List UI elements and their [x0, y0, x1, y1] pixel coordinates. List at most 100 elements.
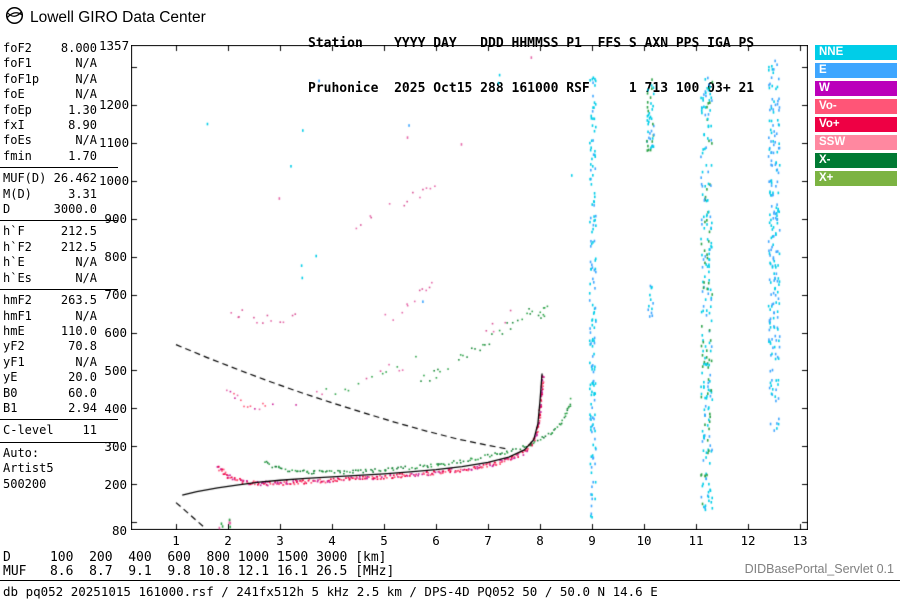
lowell-logo-icon	[5, 6, 24, 30]
param-value: 3000.0	[53, 202, 97, 217]
param-value: 20.0	[68, 370, 97, 385]
brand-link[interactable]: Lowell GIRO Data Center	[5, 6, 206, 30]
param-value: 2.94	[68, 400, 97, 415]
param-d: D 3000.0	[0, 202, 97, 217]
param-yf1: yF1 N/A	[0, 355, 97, 370]
servlet-version-label: DIDBasePortal_Servlet 0.1	[744, 562, 894, 576]
x-tick-8: 8	[536, 533, 544, 548]
param-label: fmin	[3, 148, 32, 163]
status-divider	[0, 580, 900, 581]
param-artist5: Artist5	[0, 461, 97, 476]
sidebar-divider	[0, 289, 118, 291]
x-tick-12: 12	[740, 533, 756, 548]
param-value: N/A	[75, 270, 97, 285]
param-value: 110.0	[60, 323, 97, 338]
sidebar-divider	[0, 441, 118, 443]
param-value: 8.000	[60, 41, 97, 55]
param-hes: h`Es N/A	[0, 271, 97, 286]
param-hmf1: hmF1 N/A	[0, 309, 97, 324]
param-foe: foE N/A	[0, 87, 97, 102]
param-value: 60.0	[68, 385, 97, 400]
param-value: 212.5	[60, 239, 97, 254]
param-foes: foEs N/A	[0, 133, 97, 148]
param-label: yF1	[3, 354, 25, 369]
param-value: 11	[82, 423, 97, 438]
param-fof2: foF2 8.000	[0, 41, 97, 56]
param-label: M(D)	[3, 186, 32, 201]
param-auto: Auto:	[0, 446, 97, 461]
y-tick-1000: 1000	[99, 173, 130, 189]
y-tick-1357: 1357	[99, 37, 130, 53]
param-label: yF2	[3, 339, 25, 354]
x-tick-6: 6	[432, 533, 440, 548]
param-hme: hmE 110.0	[0, 324, 97, 339]
param-value: 1.30	[68, 102, 97, 117]
param-label: foF1	[3, 56, 32, 71]
param-foep: foEp 1.30	[0, 103, 97, 118]
param-fmin: fmin 1.70	[0, 149, 97, 164]
param-value: N/A	[75, 56, 97, 71]
y-tick-800: 800	[104, 249, 127, 265]
y-tick-600: 600	[104, 325, 127, 340]
legend-item-x-minus: X-	[815, 153, 897, 168]
param-label: foF2	[3, 41, 32, 55]
param-value: N/A	[75, 87, 97, 102]
param-label: hmF1	[3, 308, 32, 323]
legend-item-vo-plus: Vo+	[815, 117, 897, 132]
param-label: 500200	[3, 476, 47, 491]
y-tick-300: 300	[104, 438, 127, 454]
legend-item-e: E	[815, 63, 897, 78]
y-tick-700: 700	[104, 287, 127, 303]
x-tick-1: 1	[172, 533, 180, 548]
param-hf: h`F 212.5	[0, 224, 97, 239]
param-label: yE	[3, 370, 18, 385]
sidebar-divider	[0, 167, 118, 169]
param-value: 1.70	[68, 148, 97, 163]
status-bar: db pq052 20251015 161000.rsf / 241fx512h…	[3, 584, 658, 599]
x-tick-3: 3	[276, 533, 284, 548]
x-tick-10: 10	[636, 533, 652, 548]
param-b1: B1 2.94	[0, 401, 97, 416]
param-500200: 500200	[0, 477, 97, 492]
param-label: Auto:	[3, 445, 40, 460]
sidebar-divider	[0, 419, 118, 421]
y-tick-1200: 1200	[99, 97, 130, 113]
legend-item-nne: NNE	[815, 45, 897, 60]
param-ye: yE 20.0	[0, 370, 97, 385]
param-value: N/A	[75, 255, 97, 270]
param-value: 70.8	[68, 339, 97, 354]
param-label: Artist5	[3, 461, 54, 476]
brand-title: Lowell GIRO Data Center	[30, 9, 206, 26]
param-label: h`F	[3, 224, 25, 239]
param-clevel: C-level 11	[0, 423, 97, 438]
legend-item-x-plus: X+	[815, 171, 897, 186]
param-value: 26.462	[53, 171, 97, 186]
legend-item-ssw: SSW	[815, 135, 897, 150]
param-yf2: yF2 70.8	[0, 339, 97, 354]
param-label: fxI	[3, 118, 25, 133]
y-tick-500: 500	[104, 362, 127, 378]
param-label: hmE	[3, 323, 25, 338]
param-label: foEp	[3, 102, 32, 117]
ionogram-plot	[131, 45, 808, 530]
param-value: N/A	[75, 133, 97, 148]
parameter-panel: foF2 8.000 foF1 N/A foF1p N/A foE N/A foEp 1.30 fx…	[0, 41, 126, 492]
y-tick-1100: 1100	[99, 135, 130, 151]
param-hf2: h`F2 212.5	[0, 240, 97, 255]
x-tick-7: 7	[484, 533, 492, 548]
x-tick-2: 2	[224, 533, 232, 548]
y-tick-200: 200	[104, 476, 127, 492]
param-value: N/A	[75, 71, 97, 86]
param-value: N/A	[75, 308, 97, 323]
param-value: 3.31	[68, 186, 97, 201]
param-fof1p: foF1p N/A	[0, 72, 97, 87]
param-fof1: foF1 N/A	[0, 56, 97, 71]
param-md: M(D) 3.31	[0, 187, 97, 202]
param-label: foE	[3, 87, 25, 102]
y-tick-900: 900	[104, 211, 127, 227]
param-label: foEs	[3, 133, 32, 148]
param-label: MUF(D)	[3, 171, 47, 186]
param-value: 263.5	[60, 293, 97, 308]
param-label: B1	[3, 400, 18, 415]
legend-item-w: W	[815, 81, 897, 96]
